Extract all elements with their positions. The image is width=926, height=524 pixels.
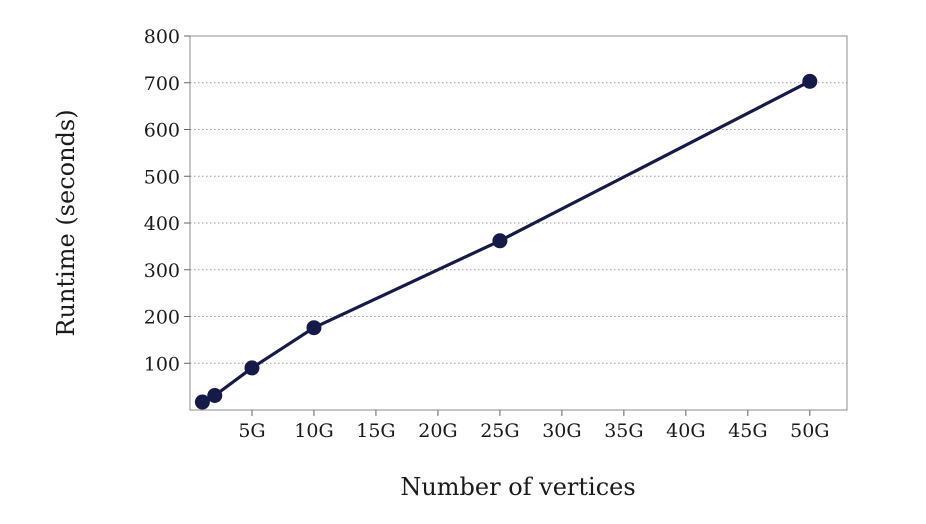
y-tick-label-800: 800 [144, 26, 180, 48]
x-tick-label-45: 45G [728, 420, 767, 442]
y-tick-label-100: 100 [144, 353, 180, 375]
y-tick-label-500: 500 [144, 166, 180, 188]
data-point-2G [207, 388, 223, 404]
y-tick-label-300: 300 [144, 260, 180, 282]
data-point-10G [306, 320, 322, 336]
x-tick-label-15: 15G [356, 420, 395, 442]
x-tick-label-35: 35G [604, 420, 643, 442]
x-tick-label-25: 25G [480, 420, 519, 442]
data-point-25G [492, 233, 508, 249]
x-axis-title: Number of vertices [400, 473, 635, 501]
grid-lines [190, 82, 847, 364]
y-tick-label-700: 700 [144, 73, 180, 95]
x-tick-label-30: 30G [542, 420, 581, 442]
data-point-50G [802, 73, 818, 89]
x-axis-ticks: 5G 10G 15G 20G 25G 30G 35G 40G 45G 50G [238, 410, 829, 442]
data-point-5G [244, 360, 260, 376]
y-tick-label-200: 200 [144, 307, 180, 329]
data-point-1G [194, 394, 210, 410]
y-tick-label-600: 600 [144, 120, 180, 142]
series-group [194, 73, 818, 410]
y-axis-ticks: 100 200 300 400 500 600 700 800 [144, 26, 190, 375]
x-tick-label-50: 50G [790, 420, 829, 442]
x-tick-label-10: 10G [294, 420, 333, 442]
x-tick-label-5: 5G [238, 420, 265, 442]
y-tick-label-400: 400 [144, 213, 180, 235]
x-tick-label-20: 20G [418, 420, 457, 442]
y-axis-title: Runtime (seconds) [52, 109, 80, 336]
x-tick-label-40: 40G [666, 420, 705, 442]
